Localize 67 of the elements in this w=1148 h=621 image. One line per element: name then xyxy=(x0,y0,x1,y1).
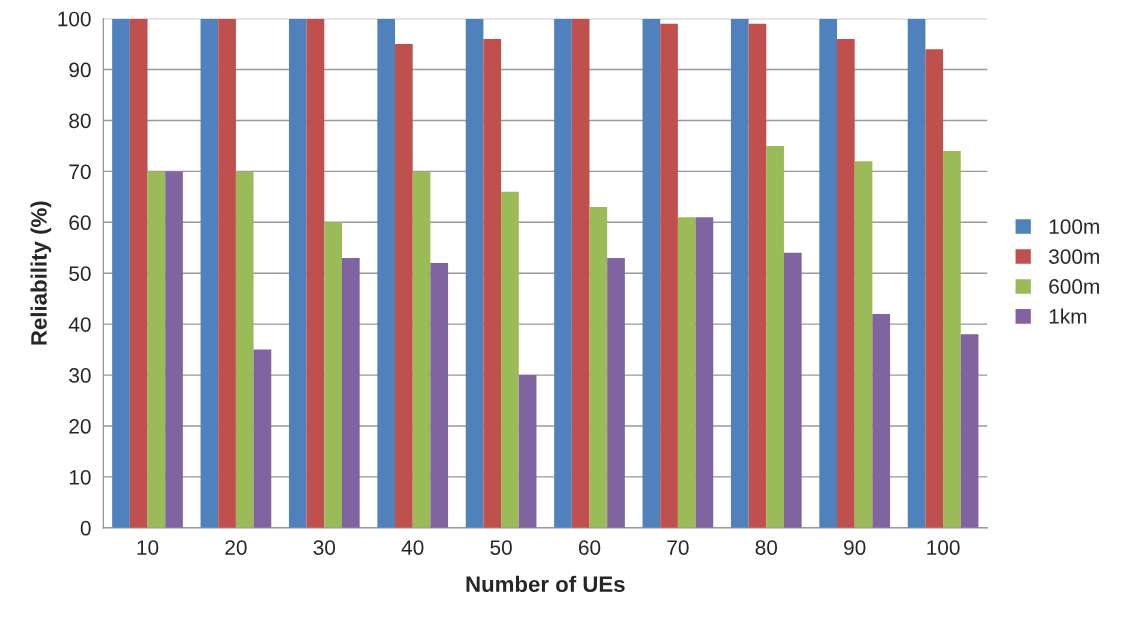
y-axis-title: Reliability (%) xyxy=(30,201,52,345)
x-tick-label: 30 xyxy=(313,540,336,555)
x-tick-label: 40 xyxy=(401,540,424,555)
bar xyxy=(288,18,307,528)
x-tick-label: 100 xyxy=(927,540,960,555)
bar xyxy=(695,217,714,528)
bar xyxy=(129,18,148,528)
bar xyxy=(677,217,696,528)
x-tick-label: 20 xyxy=(225,540,247,555)
bar xyxy=(112,18,130,528)
legend-label: 100m xyxy=(1049,219,1099,234)
y-tick-label: 20 xyxy=(69,419,91,434)
legend-label: 1km xyxy=(1049,308,1087,324)
bar xyxy=(872,313,891,528)
x-tick-label: 80 xyxy=(755,540,778,555)
x-tick-label: 60 xyxy=(578,540,601,555)
bar xyxy=(501,191,519,528)
bar xyxy=(324,222,342,528)
bar xyxy=(518,375,537,528)
x-tick-label: 50 xyxy=(490,540,512,555)
bar xyxy=(235,171,254,528)
bar xyxy=(483,39,502,528)
legend-label: 300m xyxy=(1049,249,1099,264)
y-tick-label: 30 xyxy=(69,368,91,383)
bar xyxy=(554,18,572,528)
bar xyxy=(306,18,325,528)
bar xyxy=(218,18,236,528)
bar xyxy=(412,171,431,528)
bar xyxy=(783,252,802,528)
y-tick-label: 90 xyxy=(69,62,91,78)
x-tick-label: 90 xyxy=(844,540,866,555)
bar xyxy=(165,171,183,528)
bar xyxy=(589,207,608,528)
y-tick-label: 40 xyxy=(68,317,91,332)
bar xyxy=(660,23,678,528)
y-tick-label: 10 xyxy=(69,469,91,485)
bar xyxy=(642,18,661,528)
y-tick-label: 50 xyxy=(69,266,91,281)
x-tick-label: 70 xyxy=(667,540,689,555)
bar xyxy=(925,49,944,528)
y-tick-label: 80 xyxy=(69,113,91,129)
bar xyxy=(907,18,926,528)
bar xyxy=(377,18,396,528)
bar xyxy=(200,18,219,528)
y-tick-label: 100 xyxy=(58,11,91,27)
bar xyxy=(854,161,873,528)
bar xyxy=(819,18,838,528)
x-axis-title: Number of UEs xyxy=(466,575,625,593)
bar xyxy=(607,257,625,528)
bar xyxy=(766,145,784,528)
bar xyxy=(253,349,272,528)
y-tick-label: 60 xyxy=(69,215,91,231)
bar xyxy=(748,23,767,528)
bar xyxy=(730,18,749,528)
legend-label: 600m xyxy=(1049,279,1099,294)
bar xyxy=(395,44,413,528)
bar xyxy=(341,257,360,528)
y-tick-label: 0 xyxy=(80,520,91,536)
bar xyxy=(571,18,590,528)
bar xyxy=(147,171,166,528)
bar xyxy=(430,263,449,528)
bar xyxy=(837,39,855,528)
bar xyxy=(960,334,979,528)
y-tick-label: 70 xyxy=(69,164,91,180)
bar xyxy=(465,18,484,528)
x-tick-label: 10 xyxy=(137,540,159,555)
bar xyxy=(943,151,961,528)
